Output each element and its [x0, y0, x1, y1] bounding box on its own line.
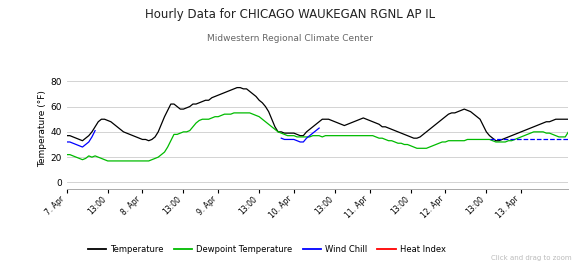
Text: Click and drag to zoom: Click and drag to zoom — [491, 255, 571, 261]
Legend: Temperature, Dewpoint Temperature, Wind Chill, Heat Index: Temperature, Dewpoint Temperature, Wind … — [85, 242, 449, 257]
Y-axis label: Temperature (°F): Temperature (°F) — [38, 90, 48, 167]
Text: Midwestern Regional Climate Center: Midwestern Regional Climate Center — [207, 34, 373, 43]
Text: Hourly Data for CHICAGO WAUKEGAN RGNL AP IL: Hourly Data for CHICAGO WAUKEGAN RGNL AP… — [145, 8, 435, 21]
